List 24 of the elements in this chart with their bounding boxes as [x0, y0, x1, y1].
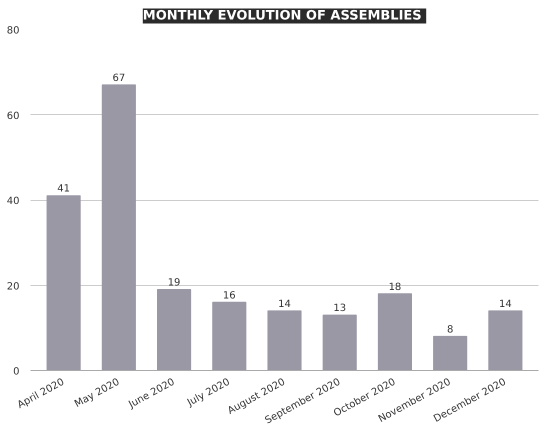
- bar: [488, 310, 522, 370]
- chart-title: MONTHLY EVOLUTION OF ASSEMBLIES: [142, 8, 422, 24]
- bar: [157, 289, 192, 370]
- data-label: 8: [446, 324, 454, 336]
- bar: [102, 84, 136, 370]
- bar: [322, 314, 357, 370]
- bar: [212, 302, 246, 370]
- data-label: 41: [57, 184, 70, 195]
- y-tick-label: 80: [6, 26, 20, 36]
- data-label: 14: [499, 298, 512, 310]
- y-tick-label: 0: [13, 366, 20, 378]
- data-label: 18: [388, 282, 402, 293]
- bar: [46, 195, 81, 370]
- data-label: 14: [278, 298, 291, 310]
- y-tick-label: 20: [6, 281, 20, 292]
- y-tick-label: 60: [6, 110, 20, 122]
- bar: [433, 336, 468, 370]
- data-label: 19: [168, 278, 180, 289]
- data-label: 13: [333, 303, 346, 314]
- data-label: 67: [112, 72, 126, 84]
- bar: [378, 293, 412, 370]
- y-tick-label: 40: [6, 196, 20, 207]
- data-label: 16: [222, 290, 236, 302]
- bar: [267, 310, 302, 370]
